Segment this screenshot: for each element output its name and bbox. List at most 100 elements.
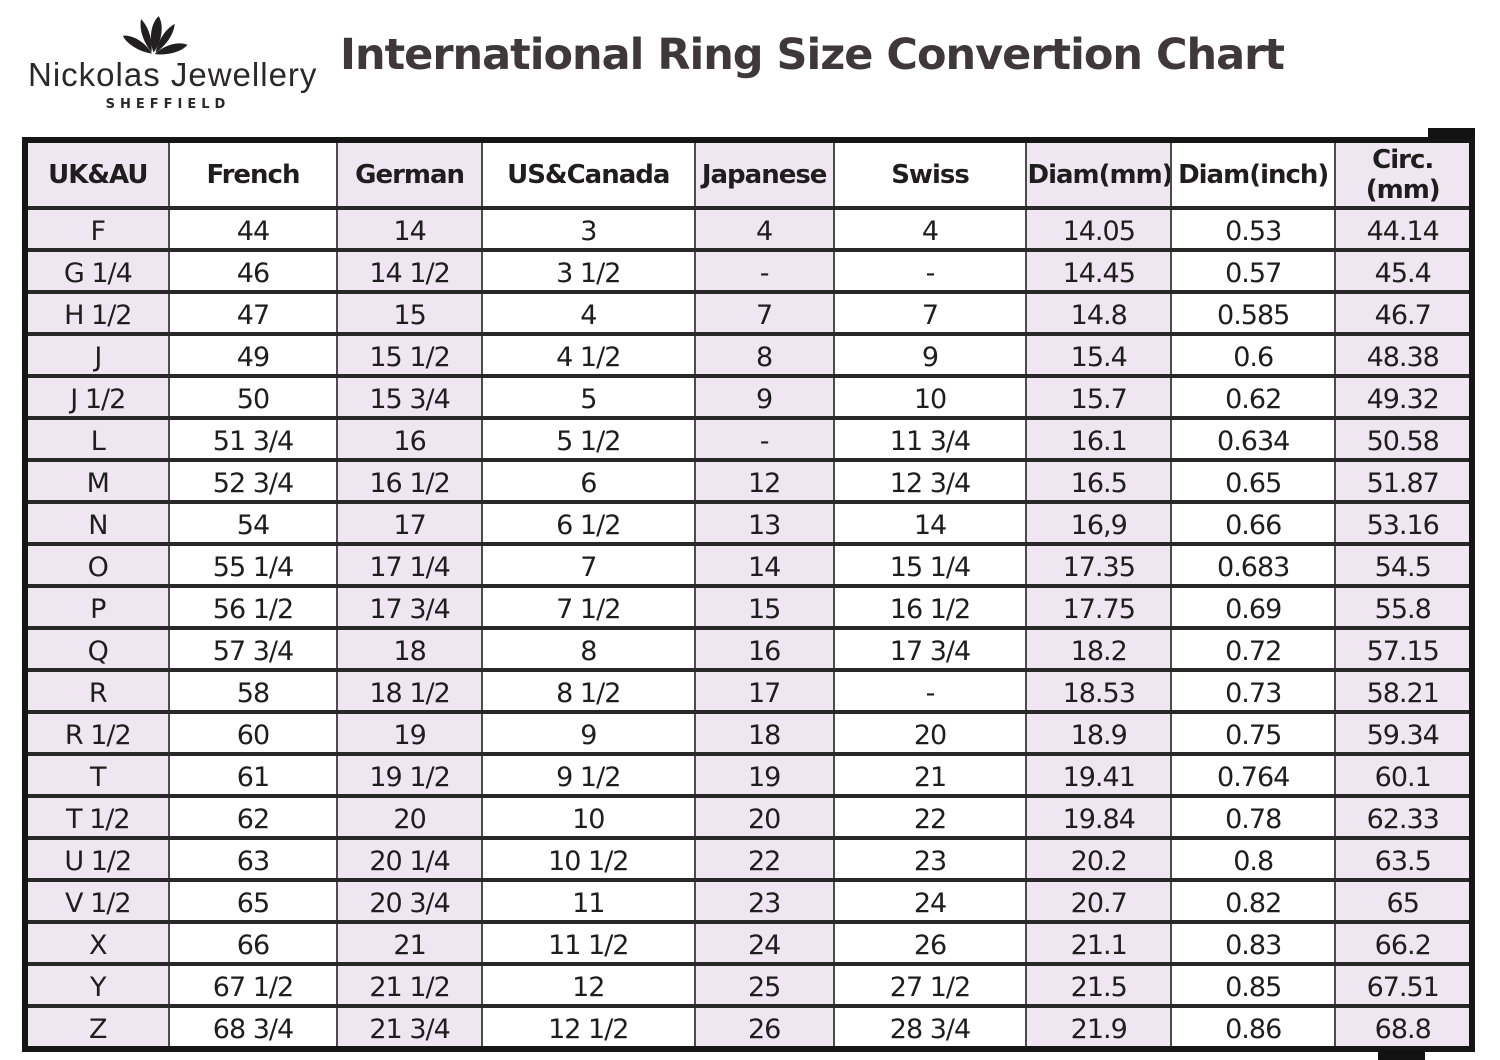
table-cell: F	[24, 206, 170, 252]
table-cell: 67.51	[1334, 962, 1473, 1008]
table-cell: 49	[167, 332, 339, 378]
scan-artifact-bottom-right	[1378, 1050, 1425, 1060]
table-cell: 18	[693, 710, 835, 756]
table-cell: 5 1/2	[480, 416, 696, 462]
table-cell: 17.75	[1025, 584, 1172, 630]
table-cell: 14.8	[1025, 290, 1172, 336]
table-cell: 21	[832, 752, 1028, 798]
table-row: G 1/4 46 14 1/2 3 1/2- -14.45 0.57 45.4	[24, 248, 1473, 294]
table-row: J 1/2 50 15 3/4 5 9 10 15.7 0.62 49.32	[24, 374, 1473, 420]
table-row: L 51 3/4 16 5 1/2-11 3/4 16.1 0.634 50.58	[24, 416, 1473, 462]
table-cell: 17.35	[1025, 542, 1172, 588]
table-cell: 14	[693, 542, 835, 588]
table-cell: 16	[693, 626, 835, 672]
table-cell: 23	[832, 836, 1028, 882]
table-cell: 62	[167, 794, 339, 840]
table-cell: Q	[24, 626, 170, 672]
table-cell: 13	[693, 500, 835, 546]
table-cell: 10 1/2	[480, 836, 696, 882]
table-cell: 68.8	[1334, 1004, 1473, 1051]
table-cell: 8	[480, 626, 696, 672]
table-cell: O	[24, 542, 170, 588]
table-body: F 44 14 3 4 4 14.05 0.53 44.14 G 1/4 46 14 1/2 3 1/2…	[24, 206, 1473, 1051]
table-cell: 53.16	[1334, 500, 1473, 546]
table-cell: 0.73	[1169, 668, 1337, 714]
table-cell: 18 1/2	[336, 668, 483, 714]
table-cell: 14.05	[1025, 206, 1172, 252]
table-cell: 0.82	[1169, 878, 1337, 924]
table-row: J 49 15 1/2 4 1/2 8 9 15.4 0.6 48.38	[24, 332, 1473, 378]
table-cell: 12	[480, 962, 696, 1008]
table-cell: 7 1/2	[480, 584, 696, 630]
table-cell: 8	[693, 332, 835, 378]
table-cell: U 1/2	[24, 836, 170, 882]
table-cell: V 1/2	[24, 878, 170, 924]
table-cell: 14	[336, 206, 483, 252]
table-cell: 48.38	[1334, 332, 1473, 378]
table-cell: 44	[167, 206, 339, 252]
page-title: International Ring Size Convertion Chart	[340, 30, 1285, 80]
table-cell: 47	[167, 290, 339, 336]
table-row: R 1/2 60 19 9 18 20 18.9 0.75 59.34	[24, 710, 1473, 756]
table-cell: 0.585	[1169, 290, 1337, 336]
table-cell: H 1/2	[24, 290, 170, 336]
table-cell: 15	[336, 290, 483, 336]
table-cell: Z	[24, 1004, 170, 1051]
table-cell: 26	[832, 920, 1028, 966]
table-cell: 7	[693, 290, 835, 336]
table-cell: 20 3/4	[336, 878, 483, 924]
table-cell: 60.1	[1334, 752, 1473, 798]
table-row: H 1/2 47 15 4 7 7 14.8 0.585 46.7	[24, 290, 1473, 336]
table-cell: Y	[24, 962, 170, 1008]
table-row: T 61 19 1/2 9 1/2 19 21 19.41 0.764 60.1	[24, 752, 1473, 798]
ring-size-table: UK&AU French German US&Canada Japanese Swiss D…	[22, 137, 1475, 1052]
table-cell: 0.83	[1169, 920, 1337, 966]
table-cell: 0.6	[1169, 332, 1337, 378]
table-cell: -	[832, 668, 1028, 714]
table-cell: 18	[336, 626, 483, 672]
table-cell: 19	[693, 752, 835, 798]
table-cell: 4	[693, 206, 835, 252]
column-header: German	[336, 138, 483, 210]
column-header: US&Canada	[480, 138, 696, 210]
table-cell: 18.2	[1025, 626, 1172, 672]
table-cell: 62.33	[1334, 794, 1473, 840]
table-row: F 44 14 3 4 4 14.05 0.53 44.14	[24, 206, 1473, 252]
table-cell: 0.634	[1169, 416, 1337, 462]
table-cell: 10	[480, 794, 696, 840]
table-cell: 11 3/4	[832, 416, 1028, 462]
table-cell: 54	[167, 500, 339, 546]
table-cell: 68 3/4	[167, 1004, 339, 1051]
table-cell: 15.4	[1025, 332, 1172, 378]
table-cell: 51.87	[1334, 458, 1473, 504]
table-cell: 17	[336, 500, 483, 546]
table-cell: 25	[693, 962, 835, 1008]
table-cell: 6	[480, 458, 696, 504]
table-cell: 4	[832, 206, 1028, 252]
table-row: X 66 21 11 1/2 24 26 21.1 0.83 66.2	[24, 920, 1473, 966]
table-cell: 7	[832, 290, 1028, 336]
table-cell: 24	[832, 878, 1028, 924]
table-cell: T	[24, 752, 170, 798]
table-row: Z 68 3/4 21 3/4 12 1/2 26 28 3/4 21.9 0.86 68.8	[24, 1004, 1473, 1051]
table-cell: 0.65	[1169, 458, 1337, 504]
table-cell: 21.5	[1025, 962, 1172, 1008]
table-cell: 52 3/4	[167, 458, 339, 504]
table-cell: 60	[167, 710, 339, 756]
table-cell: -	[693, 416, 835, 462]
table-cell: 3 1/2	[480, 248, 696, 294]
table-row: O 55 1/4 17 1/4 7 14 15 1/4 17.35 0.683 54.5	[24, 542, 1473, 588]
table-cell: 8 1/2	[480, 668, 696, 714]
table-cell: 21.9	[1025, 1004, 1172, 1051]
table-cell: 5	[480, 374, 696, 420]
table-row: Y 67 1/2 21 1/2 12 25 27 1/2 21.5 0.85 67.51	[24, 962, 1473, 1008]
table-cell: M	[24, 458, 170, 504]
table-cell: 26	[693, 1004, 835, 1051]
table-cell: G 1/4	[24, 248, 170, 294]
table-cell: 55 1/4	[167, 542, 339, 588]
table-cell: 20	[832, 710, 1028, 756]
table-cell: 17 3/4	[336, 584, 483, 630]
column-header: Diam(mm)	[1025, 138, 1172, 210]
table-cell: 63.5	[1334, 836, 1473, 882]
table-cell: 57 3/4	[167, 626, 339, 672]
